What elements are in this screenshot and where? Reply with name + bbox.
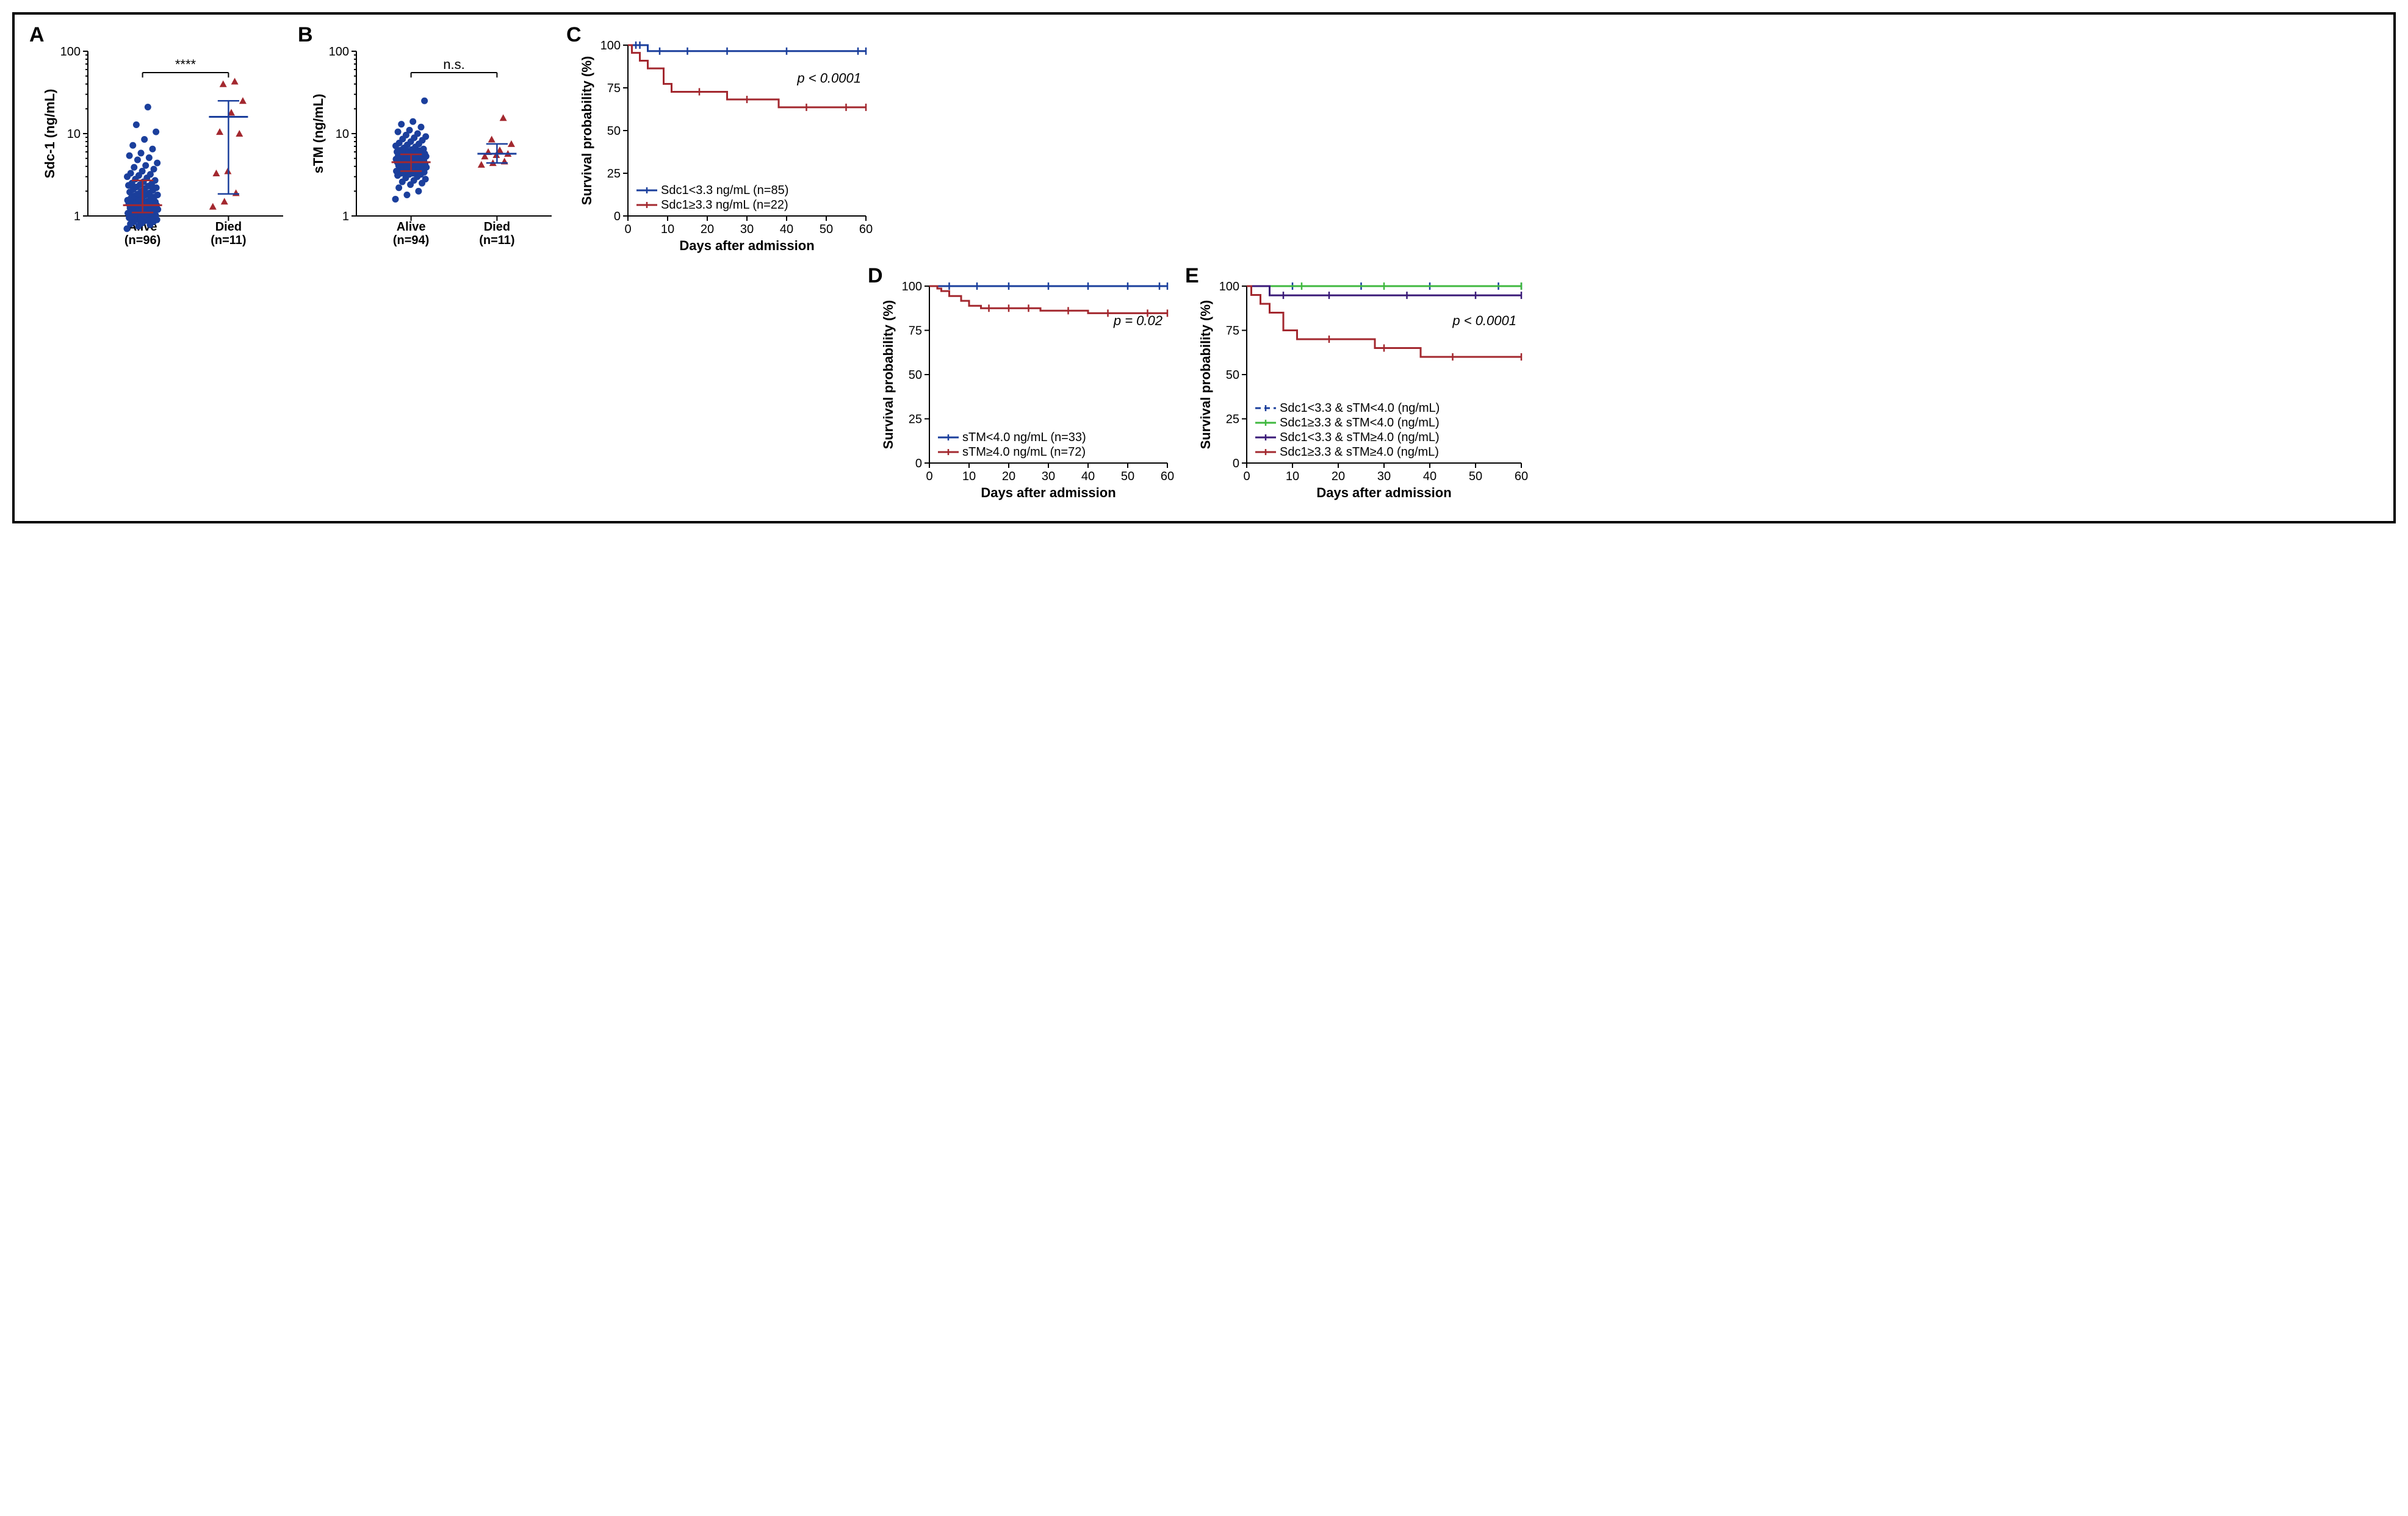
panel-d: D 01020304050600255075100Days after admi… bbox=[871, 268, 1183, 509]
svg-text:50: 50 bbox=[909, 368, 922, 382]
svg-text:30: 30 bbox=[1042, 470, 1055, 483]
svg-text:75: 75 bbox=[909, 325, 922, 338]
panel-e: E 01020304050600255075100Days after admi… bbox=[1189, 268, 1537, 509]
svg-text:10: 10 bbox=[962, 470, 976, 483]
svg-text:1: 1 bbox=[74, 210, 81, 223]
svg-text:(n=96): (n=96) bbox=[124, 234, 160, 247]
svg-text:0: 0 bbox=[624, 223, 631, 236]
svg-text:(n=11): (n=11) bbox=[211, 234, 246, 247]
svg-text:sTM (ng/mL): sTM (ng/mL) bbox=[311, 94, 326, 174]
svg-text:Sdc1<3.3 & sTM≥4.0 (ng/mL): Sdc1<3.3 & sTM≥4.0 (ng/mL) bbox=[1280, 431, 1440, 444]
svg-text:50: 50 bbox=[607, 124, 621, 138]
svg-text:50: 50 bbox=[1226, 368, 1239, 382]
svg-text:10: 10 bbox=[336, 128, 349, 141]
svg-text:75: 75 bbox=[607, 82, 621, 95]
svg-text:10: 10 bbox=[67, 128, 81, 141]
svg-text:Sdc1≥3.3 & sTM<4.0 (ng/mL): Sdc1≥3.3 & sTM<4.0 (ng/mL) bbox=[1280, 416, 1440, 429]
svg-text:60: 60 bbox=[1161, 470, 1174, 483]
panel-label-d: D bbox=[868, 264, 883, 288]
svg-text:p = 0.02: p = 0.02 bbox=[1113, 313, 1163, 328]
svg-text:40: 40 bbox=[1081, 470, 1095, 483]
svg-text:Sdc1<3.3 ng/mL (n=85): Sdc1<3.3 ng/mL (n=85) bbox=[661, 184, 788, 197]
svg-text:Sdc-1 (ng/mL): Sdc-1 (ng/mL) bbox=[42, 89, 57, 179]
svg-text:50: 50 bbox=[1469, 470, 1482, 483]
svg-text:0: 0 bbox=[1233, 457, 1239, 470]
panel-c: C 01020304050600255075100Days after admi… bbox=[570, 27, 881, 262]
svg-text:0: 0 bbox=[1243, 470, 1250, 483]
svg-text:10: 10 bbox=[1286, 470, 1299, 483]
svg-text:****: **** bbox=[175, 57, 196, 72]
svg-text:sTM≥4.0 ng/mL (n=72): sTM≥4.0 ng/mL (n=72) bbox=[962, 445, 1086, 459]
svg-text:(n=94): (n=94) bbox=[393, 234, 429, 247]
svg-text:0: 0 bbox=[614, 210, 621, 223]
panel-d-svg: 0 10 20 30 40 50 60 0 25 50 75 100 Days after admiss… bbox=[871, 268, 1183, 506]
svg-text:Survival probability (%): Survival probability (%) bbox=[579, 56, 594, 206]
svg-text:Survival probability (%): Survival probability (%) bbox=[881, 300, 896, 450]
panel-b-svg: 1 10 100 sTM (ng/mL) Alive(n=94) Died(n=11) n.… bbox=[301, 27, 564, 259]
svg-text:100: 100 bbox=[902, 280, 922, 293]
svg-text:60: 60 bbox=[859, 223, 873, 236]
row-2: D 01020304050600255075100Days after admi… bbox=[33, 268, 2375, 509]
svg-text:Sdc1≥3.3 & sTM≥4.0 (ng/mL): Sdc1≥3.3 & sTM≥4.0 (ng/mL) bbox=[1280, 445, 1439, 459]
svg-text:25: 25 bbox=[909, 413, 922, 426]
panel-c-svg: 0 10 20 30 40 50 60 0 25 50 75 100 Days after admiss… bbox=[570, 27, 881, 259]
panel-label-e: E bbox=[1185, 264, 1199, 288]
svg-text:10: 10 bbox=[661, 223, 674, 236]
svg-text:20: 20 bbox=[701, 223, 714, 236]
svg-text:0: 0 bbox=[926, 470, 932, 483]
svg-text:60: 60 bbox=[1515, 470, 1528, 483]
svg-text:1: 1 bbox=[342, 210, 349, 223]
panel-label-c: C bbox=[566, 23, 582, 47]
row-1: A 110100Sdc-1 (ng/mL)Alive(n=96)Died(n=1… bbox=[33, 27, 2375, 262]
svg-text:Days after admission: Days after admission bbox=[679, 238, 814, 253]
svg-text:sTM<4.0 ng/mL (n=33): sTM<4.0 ng/mL (n=33) bbox=[962, 431, 1086, 444]
svg-text:p < 0.0001: p < 0.0001 bbox=[1452, 313, 1516, 328]
svg-text:Days after admission: Days after admission bbox=[1316, 485, 1451, 500]
svg-text:40: 40 bbox=[780, 223, 793, 236]
svg-text:n.s.: n.s. bbox=[443, 57, 464, 72]
svg-text:0: 0 bbox=[915, 457, 922, 470]
svg-text:100: 100 bbox=[60, 45, 81, 59]
panel-a: A 110100Sdc-1 (ng/mL)Alive(n=96)Died(n=1… bbox=[33, 27, 295, 262]
svg-text:Sdc1≥3.3 ng/mL (n=22): Sdc1≥3.3 ng/mL (n=22) bbox=[661, 198, 788, 212]
svg-text:50: 50 bbox=[1121, 470, 1134, 483]
panel-label-b: B bbox=[298, 23, 313, 47]
svg-text:25: 25 bbox=[607, 167, 621, 181]
svg-text:75: 75 bbox=[1226, 325, 1239, 338]
svg-text:20: 20 bbox=[1002, 470, 1015, 483]
svg-text:100: 100 bbox=[1219, 280, 1239, 293]
svg-text:(n=11): (n=11) bbox=[479, 234, 514, 247]
svg-text:20: 20 bbox=[1332, 470, 1345, 483]
svg-text:Days after admission: Days after admission bbox=[981, 485, 1116, 500]
svg-text:40: 40 bbox=[1423, 470, 1437, 483]
svg-text:Sdc1<3.3 & sTM<4.0 (ng/mL): Sdc1<3.3 & sTM<4.0 (ng/mL) bbox=[1280, 401, 1440, 415]
svg-text:p < 0.0001: p < 0.0001 bbox=[796, 71, 861, 86]
svg-text:Died: Died bbox=[484, 220, 510, 234]
svg-text:30: 30 bbox=[1377, 470, 1391, 483]
svg-text:Alive: Alive bbox=[397, 220, 426, 234]
figure-container: A 110100Sdc-1 (ng/mL)Alive(n=96)Died(n=1… bbox=[12, 12, 2396, 523]
panel-label-a: A bbox=[29, 23, 45, 47]
panel-a-svg: 110100Sdc-1 (ng/mL)Alive(n=96)Died(n=11)… bbox=[33, 27, 295, 259]
svg-text:100: 100 bbox=[600, 39, 621, 52]
svg-text:Died: Died bbox=[215, 220, 242, 234]
svg-text:100: 100 bbox=[329, 45, 349, 59]
svg-text:Survival probability (%): Survival probability (%) bbox=[1198, 300, 1213, 450]
panel-b: B 110100sTM (ng/mL)Alive(n=94)Died(n=11)… bbox=[301, 27, 564, 262]
svg-text:30: 30 bbox=[740, 223, 754, 236]
panel-e-svg: 0 10 20 30 40 50 60 0 25 50 75 100 Days after admiss… bbox=[1189, 268, 1537, 506]
svg-text:50: 50 bbox=[820, 223, 833, 236]
svg-text:25: 25 bbox=[1226, 413, 1239, 426]
